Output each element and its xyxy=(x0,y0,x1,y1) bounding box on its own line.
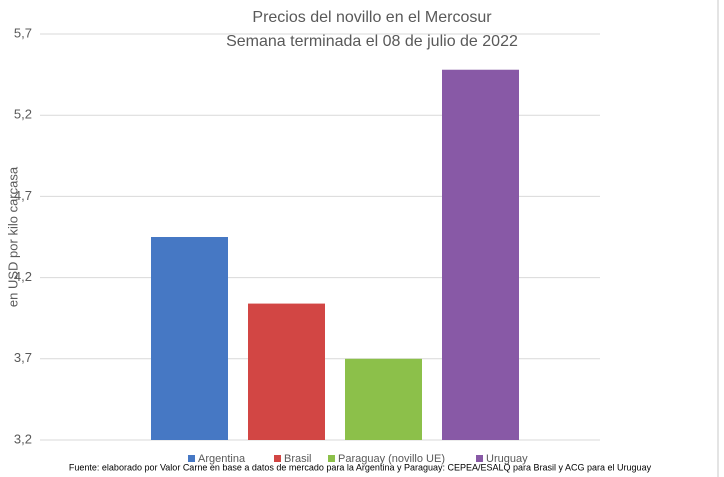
bar xyxy=(151,237,228,440)
source-note: Fuente: elaborado por Valor Carne en bas… xyxy=(69,462,652,472)
legend-swatch xyxy=(188,455,195,462)
chart-subtitle: Semana terminada el 08 de julio de 2022 xyxy=(226,33,518,50)
legend-label: Uruguay xyxy=(486,453,528,465)
legend-swatch xyxy=(476,455,483,462)
legend-swatch xyxy=(274,455,281,462)
legend-label: Argentina xyxy=(198,453,246,465)
legend-label: Paraguay (novillo UE) xyxy=(338,453,445,465)
legend-label: Brasil xyxy=(284,453,312,465)
y-tick-label: 3,7 xyxy=(14,350,32,365)
bar xyxy=(345,358,422,440)
y-axis-label: en USD por kilo carcasa xyxy=(5,166,20,307)
bar xyxy=(248,303,325,440)
y-tick-label: 4,7 xyxy=(14,188,32,203)
y-tick-label: 5,7 xyxy=(14,25,32,40)
y-tick-label: 4,2 xyxy=(14,269,32,284)
legend-swatch xyxy=(328,455,335,462)
y-tick-label: 5,2 xyxy=(14,107,32,122)
y-tick-label: 3,2 xyxy=(14,431,32,446)
bar xyxy=(442,69,519,440)
chart-title: Precios del novillo en el Mercosur xyxy=(252,9,492,26)
